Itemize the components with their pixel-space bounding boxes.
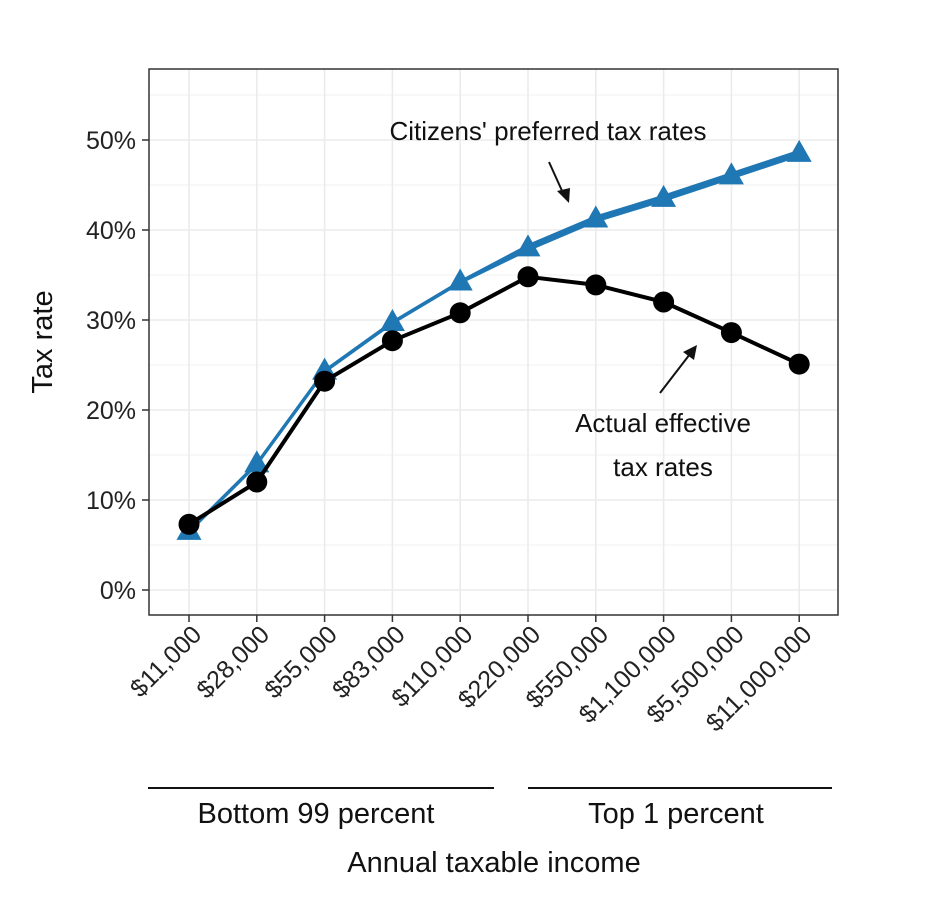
group-label-bottom: Bottom 99 percent	[198, 798, 435, 830]
data-point-circle	[653, 291, 675, 313]
data-point-circle	[788, 353, 810, 375]
y-tick-label: 50%	[86, 127, 136, 155]
data-point-triangle	[244, 450, 270, 473]
annotation-preferred-arrow	[548, 161, 570, 203]
y-tick-label: 30%	[86, 307, 136, 335]
annotation-preferred: Citizens' preferred tax rates	[389, 116, 706, 146]
x-tick-label: $28,000	[191, 620, 275, 704]
data-point-triangle	[379, 309, 405, 332]
series-preferred	[176, 139, 812, 540]
plot-border	[148, 68, 839, 616]
y-tick-label: 10%	[86, 487, 136, 515]
series-layer	[176, 139, 812, 540]
data-point-triangle	[651, 184, 677, 207]
data-point-triangle	[583, 205, 609, 228]
y-axis-title: Tax rate	[27, 290, 59, 393]
x-tick-label: $55,000	[259, 620, 343, 704]
annotation-actual-arrow	[659, 345, 697, 394]
data-point-triangle	[515, 234, 541, 257]
y-axis: 0% 10% 20% 30% 40% 50%	[86, 127, 149, 605]
data-point-triangle	[447, 268, 473, 291]
data-point-circle	[178, 513, 200, 535]
data-point-circle	[381, 330, 403, 352]
y-tick-label: 0%	[100, 577, 136, 605]
series-line	[188, 154, 800, 534]
data-point-circle	[517, 266, 539, 288]
x-axis: $11,000$28,000$55,000$83,000$110,000$220…	[125, 615, 817, 737]
plot-panel	[149, 69, 838, 615]
group-label-top: Top 1 percent	[588, 798, 764, 830]
data-point-circle	[449, 302, 471, 324]
data-point-triangle	[786, 139, 812, 162]
x-axis-title: Annual taxable income	[347, 847, 640, 879]
data-point-triangle	[718, 162, 744, 185]
annotation-actual-line2: tax rates	[613, 452, 713, 482]
data-point-circle	[246, 471, 268, 493]
gridlines	[149, 69, 838, 615]
y-tick-label: 40%	[86, 217, 136, 245]
data-point-circle	[720, 322, 742, 344]
data-point-circle	[314, 370, 336, 392]
series-actual	[178, 266, 810, 535]
annotation-actual-line1: Actual effective	[575, 408, 751, 438]
y-tick-label: 20%	[86, 397, 136, 425]
data-point-circle	[585, 274, 607, 296]
x-tick-label: $11,000	[125, 620, 207, 702]
series-line	[187, 274, 801, 526]
